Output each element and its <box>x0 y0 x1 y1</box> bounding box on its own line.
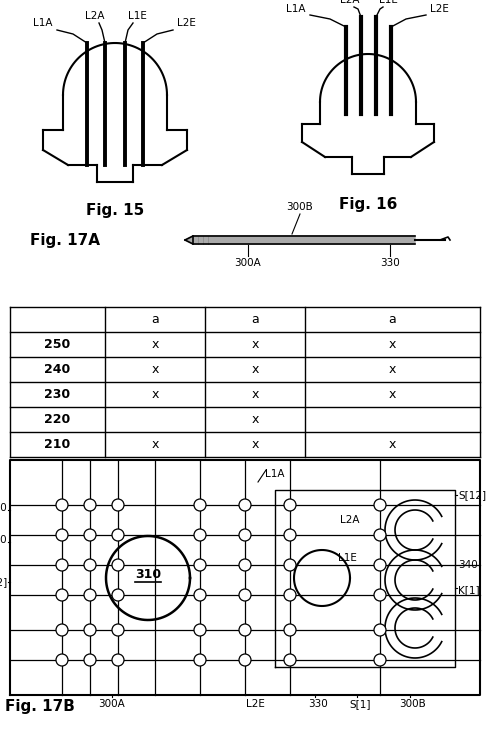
Circle shape <box>84 499 96 511</box>
Polygon shape <box>185 236 415 244</box>
Circle shape <box>374 624 386 636</box>
Text: x: x <box>251 363 259 376</box>
Circle shape <box>284 589 296 601</box>
Text: L2A: L2A <box>85 11 105 21</box>
Text: x: x <box>251 413 259 426</box>
Circle shape <box>284 499 296 511</box>
Text: x: x <box>251 338 259 351</box>
Text: L2A: L2A <box>340 0 360 5</box>
Text: L1A: L1A <box>265 469 284 479</box>
Text: 300: 300 <box>0 535 7 545</box>
Text: x: x <box>389 438 396 451</box>
Circle shape <box>112 624 124 636</box>
Text: x: x <box>389 338 396 351</box>
Text: S[12]: S[12] <box>458 490 486 500</box>
Text: 300B: 300B <box>287 202 313 212</box>
Circle shape <box>239 559 251 571</box>
Circle shape <box>56 529 68 541</box>
Text: Fig. 16: Fig. 16 <box>339 197 397 212</box>
Circle shape <box>239 589 251 601</box>
Circle shape <box>374 559 386 571</box>
Text: L1E: L1E <box>379 0 397 5</box>
Text: a: a <box>151 313 159 326</box>
Text: 210: 210 <box>44 438 71 451</box>
Text: 330: 330 <box>380 258 400 268</box>
Text: 250: 250 <box>44 338 71 351</box>
Text: L1A: L1A <box>33 18 53 28</box>
Text: x: x <box>251 388 259 401</box>
Circle shape <box>112 589 124 601</box>
Text: 300A: 300A <box>99 699 125 709</box>
Text: 340: 340 <box>458 560 478 570</box>
Circle shape <box>84 654 96 666</box>
Circle shape <box>194 559 206 571</box>
Text: 300B: 300B <box>400 699 426 709</box>
Text: K[1]: K[1] <box>458 585 480 595</box>
Circle shape <box>84 624 96 636</box>
Circle shape <box>284 624 296 636</box>
Circle shape <box>84 559 96 571</box>
Circle shape <box>56 654 68 666</box>
Circle shape <box>239 499 251 511</box>
Text: L2E: L2E <box>430 4 449 14</box>
Circle shape <box>239 529 251 541</box>
Circle shape <box>112 529 124 541</box>
Circle shape <box>374 529 386 541</box>
Text: L2E: L2E <box>246 699 265 709</box>
Text: L2E: L2E <box>177 18 196 28</box>
Circle shape <box>56 589 68 601</box>
Circle shape <box>374 499 386 511</box>
Text: a: a <box>251 313 259 326</box>
Circle shape <box>112 654 124 666</box>
Text: x: x <box>251 438 259 451</box>
Text: 310: 310 <box>135 568 161 581</box>
Circle shape <box>56 624 68 636</box>
Circle shape <box>56 499 68 511</box>
Circle shape <box>84 529 96 541</box>
Circle shape <box>284 654 296 666</box>
Text: 320: 320 <box>0 503 7 513</box>
Circle shape <box>239 624 251 636</box>
Text: x: x <box>389 388 396 401</box>
Text: x: x <box>151 338 159 351</box>
Text: a: a <box>388 313 396 326</box>
Text: x: x <box>151 363 159 376</box>
Circle shape <box>194 589 206 601</box>
Text: L1E: L1E <box>128 11 146 21</box>
Text: L2A: L2A <box>340 515 359 525</box>
Circle shape <box>284 559 296 571</box>
Text: Fig. 15: Fig. 15 <box>86 203 144 218</box>
Text: 300A: 300A <box>235 258 261 268</box>
Circle shape <box>194 624 206 636</box>
Circle shape <box>112 559 124 571</box>
Text: L1E: L1E <box>338 553 357 563</box>
Circle shape <box>284 529 296 541</box>
Text: S[1]: S[1] <box>349 699 371 709</box>
Circle shape <box>194 654 206 666</box>
Text: 240: 240 <box>44 363 71 376</box>
Circle shape <box>56 559 68 571</box>
Text: Fig. 17B: Fig. 17B <box>5 699 75 714</box>
Circle shape <box>194 499 206 511</box>
Text: K[12]: K[12] <box>0 577 7 587</box>
Text: x: x <box>389 363 396 376</box>
Circle shape <box>374 654 386 666</box>
Text: L1A: L1A <box>287 4 306 14</box>
Text: x: x <box>151 388 159 401</box>
Circle shape <box>239 654 251 666</box>
Circle shape <box>374 589 386 601</box>
Text: 220: 220 <box>44 413 71 426</box>
Text: 230: 230 <box>45 388 71 401</box>
Text: Fig. 17A: Fig. 17A <box>30 232 100 248</box>
Circle shape <box>194 529 206 541</box>
Circle shape <box>112 499 124 511</box>
Text: 330: 330 <box>308 699 328 709</box>
Circle shape <box>84 589 96 601</box>
Text: x: x <box>151 438 159 451</box>
